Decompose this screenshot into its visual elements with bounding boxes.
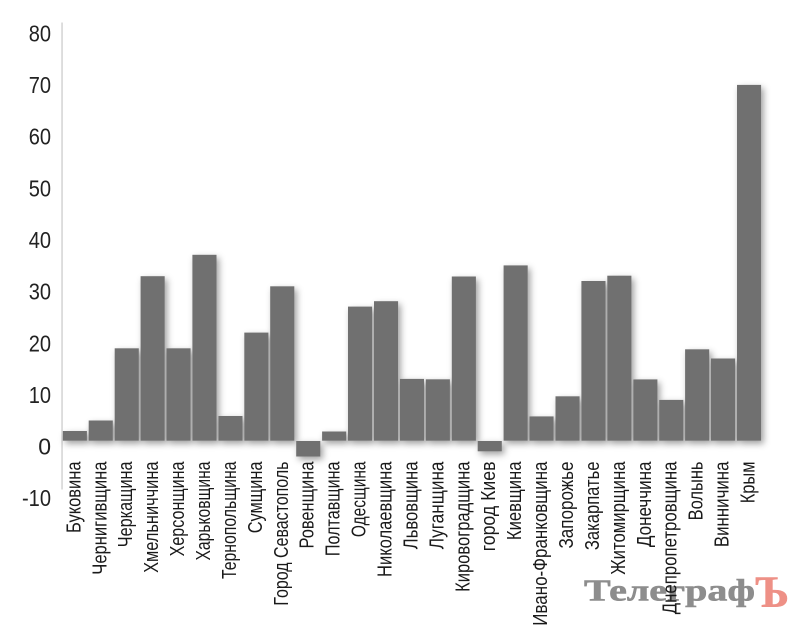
svg-text:Буковина: Буковина [63,461,85,533]
svg-text:Кировоградщина: Кировоградщина [452,461,474,592]
svg-text:Хмельниччина: Хмельниччина [141,461,163,573]
svg-text:Николаевщина: Николаевщина [375,461,397,577]
svg-text:Днепропетровщина: Днепропетровщина [660,461,682,615]
svg-text:Сумщина: Сумщина [245,461,267,534]
svg-text:Львовщина: Львовщина [400,461,422,549]
svg-text:Телеграф: Телеграф [584,573,755,608]
svg-text:Донеччина: Донеччина [634,461,656,547]
svg-text:Житомирщина: Житомирщина [608,461,630,575]
svg-text:30: 30 [29,279,51,305]
svg-text:Одесщина: Одесщина [349,461,371,537]
svg-text:Закарпатье: Закарпатье [582,462,604,551]
svg-text:Ровенщина: Ровенщина [297,461,319,549]
svg-text:город Киев: город Киев [478,462,500,552]
svg-text:Херсонщина: Херсонщина [167,461,189,557]
svg-text:Ъ: Ъ [755,567,789,617]
svg-text:Черкащина: Черкащина [115,461,137,547]
svg-text:Чернигивщина: Чернигивщина [89,461,111,575]
svg-text:50: 50 [29,175,51,201]
svg-text:Харьковщина: Харьковщина [193,461,215,561]
svg-text:Киевщина: Киевщина [504,461,526,540]
svg-text:Тернопольщина: Тернопольщина [219,461,241,579]
svg-text:40: 40 [29,227,51,253]
svg-text:Луганщина: Луганщина [426,461,448,550]
svg-text:Полтавщина: Полтавщина [323,461,345,556]
svg-text:20: 20 [29,330,51,356]
svg-text:-10: -10 [22,485,51,511]
svg-text:Ивано-Франковщина: Ивано-Франковщина [530,461,552,626]
svg-text:Город Севастополь: Город Севастополь [271,462,293,606]
svg-text:80: 80 [29,20,51,46]
svg-text:Винничина: Винничина [712,461,734,547]
svg-text:60: 60 [29,124,51,150]
svg-text:Волынь: Волынь [686,462,708,521]
svg-text:10: 10 [29,382,51,408]
svg-text:Крым: Крым [738,462,760,504]
svg-text:70: 70 [29,72,51,98]
svg-text:Запорожье: Запорожье [556,462,578,549]
svg-text:0: 0 [38,434,51,460]
